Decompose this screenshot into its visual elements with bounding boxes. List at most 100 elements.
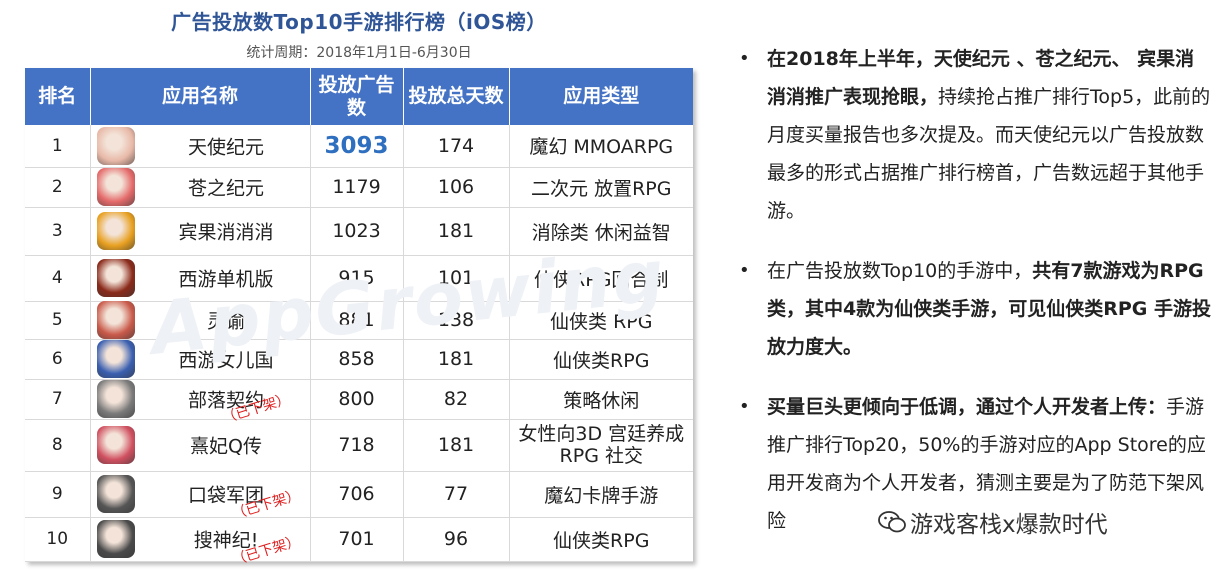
table-row: 7 部落契约 （已下架） 800 82 策略休闲: [25, 379, 693, 426]
app-name: 苍之纪元: [187, 177, 264, 200]
ad-count-cell: 3093: [310, 125, 404, 168]
app-type-cell: 女性向3D 宫廷养成 RPG 社交: [509, 419, 693, 472]
bullet-dot-icon: •: [739, 48, 750, 69]
table-row: 1 天使纪元 3093 174 魔幻 MMOARPG: [25, 125, 693, 168]
ad-count-cell: 915: [310, 255, 404, 302]
app-type-cell: 策略休闲: [509, 379, 693, 420]
rank-cell: 3: [25, 207, 91, 256]
header-ad-count: 投放广告数: [310, 68, 404, 125]
insight-bullet-1: • 在2018年上半年，天使纪元 、苍之纪元、 宾果消消消推广表现抢眼，持续抢占…: [735, 40, 1213, 230]
header-app-name: 应用名称: [90, 68, 311, 125]
table-header-row: 排名 应用名称 投放广告数 投放总天数 应用类型: [25, 68, 693, 125]
bullet-dot-icon: •: [739, 260, 750, 281]
insight-1-bold: 在2018年上半年，天使纪元 、苍之纪元、 宾果消消消推广表现抢眼，: [767, 48, 1195, 108]
app-name-cell: 口袋军团 （已下架）: [90, 471, 311, 522]
rank-cell: 4: [25, 255, 91, 302]
insight-1-text: 持续抢占推广排行Top5，此前的月度买量报告也多次提及。而天使纪元以广告投放数最…: [767, 86, 1211, 222]
header-total-days: 投放总天数: [403, 68, 510, 125]
insight-bullet-3: • 买量巨头更倾向于低调，通过个人开发者上传：手游推广排行Top20，50%的手…: [735, 388, 1213, 540]
ad-count-cell: 701: [310, 517, 404, 562]
table-row: 4 西游单机版 915 101 仙侠RPG回合制: [25, 255, 693, 302]
app-name: 宾果消消消: [178, 221, 274, 244]
wechat-account-name: 游戏客栈x爆款时代: [910, 512, 1108, 538]
total-days-cell: 96: [403, 517, 510, 562]
app-type-cell: 魔幻卡牌手游: [509, 471, 693, 518]
app-type-cell: 魔幻 MMOARPG: [509, 125, 693, 168]
app-icon: [96, 126, 135, 165]
app-name-cell: 苍之纪元: [90, 167, 311, 208]
table-row: 2 苍之纪元 1179 106 二次元 放置RPG: [25, 167, 693, 208]
app-name-cell: 天使纪元: [90, 125, 311, 168]
app-type-cell: 仙侠类 RPG: [509, 301, 693, 340]
app-type-cell: 消除类 休闲益智: [509, 207, 693, 256]
header-app-type: 应用类型: [509, 68, 693, 125]
app-name: 部落契约: [187, 389, 264, 412]
ad-count-cell: 858: [310, 339, 404, 380]
ad-count-cell: 800: [310, 379, 404, 420]
bullet-dot-icon: •: [739, 396, 750, 417]
app-icon: [96, 340, 135, 378]
table-row: 6 西游女儿国 858 181 仙侠类RPG: [25, 339, 693, 380]
ad-count-cell: 1023: [310, 207, 404, 256]
app-name: 西游女儿国: [178, 349, 274, 372]
app-name-cell: 西游女儿国: [90, 339, 311, 380]
table-row: 5 灵谕 881 138 仙侠类 RPG: [25, 301, 693, 340]
total-days-cell: 82: [403, 379, 510, 420]
total-days-cell: 106: [403, 167, 510, 208]
rank-cell: 7: [25, 379, 91, 420]
ad-count-cell: 718: [310, 419, 404, 472]
insight-3-bold: 买量巨头更倾向于低调，通过个人开发者上传：: [767, 396, 1167, 418]
app-icon: [96, 475, 135, 513]
app-icon: [96, 212, 135, 250]
ad-count-cell: 881: [310, 301, 404, 340]
app-icon: [96, 520, 135, 558]
ad-count-cell: 706: [310, 471, 404, 518]
table-row: 10 搜神纪! （已下架） 701 96 仙侠类RPG: [25, 517, 693, 568]
app-name: 西游单机版: [178, 268, 274, 291]
app-name-cell: 熹妃Q传: [90, 419, 311, 472]
app-icon: [96, 301, 135, 339]
stat-period: 统计周期：2018年1月1日-6月30日: [246, 45, 472, 61]
app-name: 天使纪元: [187, 136, 264, 159]
ranking-table-wrap: 排名 应用名称 投放广告数 投放总天数 应用类型 1 天使纪元 3093 174 魔幻 …: [25, 68, 693, 568]
page-title: 广告投放数Top10手游排行榜（iOS榜）: [171, 10, 547, 34]
ad-count-cell: 1179: [310, 167, 404, 208]
app-name-cell: 搜神纪! （已下架）: [90, 517, 311, 568]
table-row: 3 宾果消消消 1023 181 消除类 休闲益智: [25, 207, 693, 256]
ranking-panel: 广告投放数Top10手游排行榜（iOS榜） 统计周期：2018年1月1日-6月3…: [25, 10, 693, 568]
rank-cell: 9: [25, 471, 91, 518]
app-name: 熹妃Q传: [190, 435, 262, 458]
rank-cell: 1: [25, 125, 91, 168]
rank-cell: 8: [25, 419, 91, 472]
app-icon: [96, 380, 135, 418]
header-rank: 排名: [25, 68, 91, 125]
insight-bullet-2: • 在广告投放数Top10的手游中，共有7款游戏为RPG类，其中4款为仙侠类手游…: [735, 252, 1213, 366]
app-type-cell: 仙侠类RPG: [509, 339, 693, 380]
insight-3-text: 手游推广排行Top20，50%的手游对应的App Store的应用开发商为个人开…: [767, 396, 1206, 532]
wechat-icon: [878, 511, 906, 533]
app-icon: [96, 168, 135, 206]
app-icon: [96, 259, 135, 297]
app-type-cell: 仙侠类RPG: [509, 517, 693, 562]
total-days-cell: 174: [403, 125, 510, 168]
ranking-table: 排名 应用名称 投放广告数 投放总天数 应用类型 1 天使纪元 3093 174 魔幻 …: [25, 68, 693, 568]
wechat-source-label: 游戏客栈x爆款时代: [878, 505, 1108, 539]
app-name-cell: 灵谕: [90, 301, 311, 340]
app-icon: [96, 426, 135, 464]
app-name: 搜神纪!: [193, 529, 259, 552]
total-days-cell: 77: [403, 471, 510, 518]
rank-cell: 6: [25, 339, 91, 380]
insight-2-lead: 在广告投放数Top10的手游中，: [767, 260, 1033, 282]
total-days-cell: 138: [403, 301, 510, 340]
rank-cell: 5: [25, 301, 91, 340]
app-type-cell: 仙侠RPG回合制: [509, 255, 693, 302]
app-name-cell: 西游单机版: [90, 255, 311, 302]
total-days-cell: 181: [403, 207, 510, 256]
insights-panel: • 在2018年上半年，天使纪元 、苍之纪元、 宾果消消消推广表现抢眼，持续抢占…: [735, 40, 1213, 540]
total-days-cell: 181: [403, 419, 510, 472]
app-name-cell: 部落契约 （已下架）: [90, 379, 311, 426]
rank-cell: 2: [25, 167, 91, 208]
table-row: 8 熹妃Q传 718 181 女性向3D 宫廷养成 RPG 社交: [25, 419, 693, 472]
total-days-cell: 101: [403, 255, 510, 302]
app-name-cell: 宾果消消消: [90, 207, 311, 256]
